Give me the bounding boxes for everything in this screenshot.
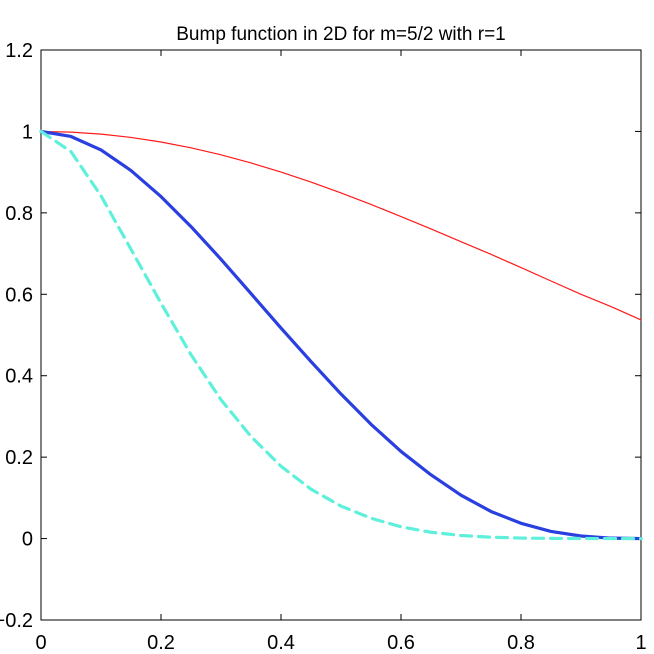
y-tick-label: 1: [22, 121, 33, 143]
y-tick-label: 0.6: [5, 284, 33, 306]
y-tick-label: 0.4: [5, 366, 33, 388]
x-tick-label: 0.4: [267, 632, 295, 654]
series-line-1: [40, 130, 642, 321]
y-tick-label: 0: [22, 529, 33, 551]
tick-labels-layer: 00.20.40.60.81−0.200.20.40.60.811.2: [0, 40, 647, 654]
x-tick-label: 0: [35, 632, 46, 654]
series-line-3: [39, 129, 643, 541]
chart-title: Bump function in 2D for m=5/2 with r=1: [176, 24, 506, 45]
plot-frame: [40, 49, 642, 621]
y-tick-label: 0.2: [5, 447, 33, 469]
series-layer: [39, 129, 643, 541]
y-tick-label: 0.8: [5, 203, 33, 225]
series-line-2: [39, 129, 643, 541]
x-tick-label: 0.8: [507, 632, 535, 654]
x-tick-label: 0.6: [387, 632, 415, 654]
x-tick-label: 0.2: [147, 632, 175, 654]
y-tick-label: −0.2: [0, 610, 33, 632]
x-tick-label: 1: [635, 632, 646, 654]
y-tick-label: 1.2: [5, 40, 33, 62]
